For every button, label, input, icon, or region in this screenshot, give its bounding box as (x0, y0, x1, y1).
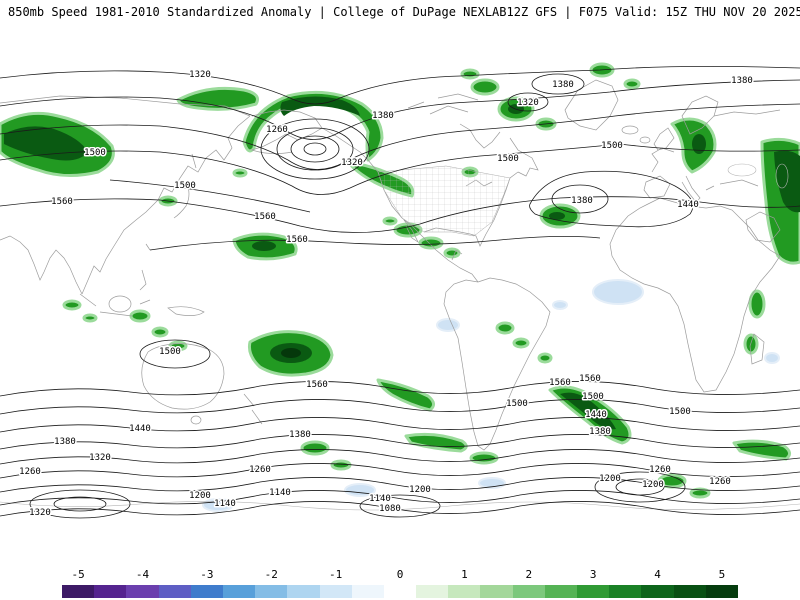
colorbar-segment (544, 585, 577, 598)
colorbar-segment (222, 585, 256, 598)
colorbar-segment (705, 585, 738, 598)
svg-text:1380: 1380 (731, 76, 753, 86)
model-run-info: 12Z GFS | F075 Valid: 15Z THU NOV 20 202… (506, 5, 800, 19)
svg-text:1140: 1140 (369, 494, 391, 504)
anomaly-shading (0, 62, 800, 512)
svg-text:1320: 1320 (517, 98, 539, 108)
colorbar-tick: 4 (654, 568, 661, 581)
contour-lines (0, 66, 800, 519)
colorbar-segment (609, 585, 642, 598)
svg-text:1560: 1560 (549, 378, 571, 388)
colorbar-segment (351, 585, 384, 598)
svg-text:1560: 1560 (306, 380, 328, 390)
svg-text:1440: 1440 (677, 200, 699, 210)
svg-text:1380: 1380 (571, 196, 593, 206)
svg-text:1320: 1320 (189, 70, 211, 80)
colorbar-segment (577, 585, 610, 598)
colorbar-segment (416, 585, 449, 598)
svg-text:1320: 1320 (341, 158, 363, 168)
svg-text:1560: 1560 (579, 374, 601, 384)
colorbar-tick: -2 (264, 568, 278, 581)
svg-text:1260: 1260 (249, 465, 271, 475)
colorbar-tick: -1 (328, 568, 343, 581)
colorbar-segment (190, 585, 223, 598)
svg-text:1260: 1260 (19, 467, 41, 477)
colorbar-segment (673, 585, 706, 598)
colorbar-bar (62, 585, 738, 598)
svg-text:1080: 1080 (379, 504, 401, 514)
svg-text:1260: 1260 (649, 465, 671, 475)
svg-text:1260: 1260 (266, 125, 288, 135)
svg-text:1500: 1500 (84, 148, 106, 158)
svg-text:1500: 1500 (497, 154, 519, 164)
svg-text:1200: 1200 (409, 485, 431, 495)
svg-text:1380: 1380 (552, 80, 574, 90)
svg-text:1560: 1560 (51, 197, 73, 207)
colorbar-tick: -4 (135, 568, 150, 581)
svg-text:1320: 1320 (29, 508, 51, 518)
colorbar-tick: 0 (396, 568, 404, 581)
colorbar-tick: 1 (461, 568, 468, 581)
svg-text:1500: 1500 (582, 392, 604, 402)
colorbar-tick: 5 (718, 568, 726, 581)
colorbar-segment (383, 585, 417, 598)
svg-text:1260: 1260 (709, 477, 731, 487)
map-title: 850mb Speed 1981-2010 Standardized Anoma… (8, 5, 507, 19)
map-canvas: 1320 1380 1380 1320 1380 1260 1320 1500 1500 1500… (0, 62, 800, 520)
colorbar-segment (448, 585, 481, 598)
colorbar-segment (319, 585, 352, 598)
colorbar-tick: -5 (71, 568, 85, 581)
colorbar-ticks: -5 -4 -3 -2 -1 0 1 2 3 4 5 (0, 568, 800, 582)
colorbar: -5 -4 -3 -2 -1 0 1 2 3 4 5 (0, 568, 800, 600)
svg-text:1440: 1440 (585, 410, 607, 420)
map-area: 1320 1380 1380 1320 1380 1260 1320 1500 1500 1500… (0, 54, 800, 546)
svg-text:1500: 1500 (506, 399, 528, 409)
colorbar-segment (94, 585, 127, 598)
coastlines (0, 79, 800, 511)
colorbar-segment (641, 585, 674, 598)
svg-text:1560: 1560 (254, 212, 276, 222)
svg-text:1560: 1560 (286, 235, 308, 245)
svg-text:1380: 1380 (54, 437, 76, 447)
colorbar-segment (62, 585, 95, 598)
svg-text:1380: 1380 (589, 427, 611, 437)
svg-text:1200: 1200 (642, 480, 664, 490)
svg-text:1380: 1380 (289, 430, 311, 440)
colorbar-segment (255, 585, 288, 598)
svg-text:1200: 1200 (189, 491, 211, 501)
colorbar-segment (512, 585, 545, 598)
svg-text:1140: 1140 (214, 499, 236, 509)
svg-text:1440: 1440 (129, 424, 151, 434)
svg-text:1140: 1140 (269, 488, 291, 498)
colorbar-tick: -3 (200, 568, 214, 581)
svg-text:1320: 1320 (89, 453, 111, 463)
svg-text:1500: 1500 (159, 347, 181, 357)
colorbar-segment (287, 585, 320, 598)
contour-labels: 1320 1380 1380 1320 1380 1260 1320 1500 1500 1500… (18, 69, 755, 520)
header-bar: 850mb Speed 1981-2010 Standardized Anoma… (8, 5, 800, 19)
svg-text:1500: 1500 (601, 141, 623, 151)
colorbar-segment (126, 585, 159, 598)
colorbar-tick: 2 (525, 568, 533, 581)
colorbar-tick: 3 (589, 568, 597, 581)
svg-text:1500: 1500 (174, 181, 196, 191)
svg-text:1380: 1380 (372, 111, 394, 121)
colorbar-segment (158, 585, 191, 598)
svg-text:1500: 1500 (669, 407, 691, 417)
svg-text:1200: 1200 (599, 474, 621, 484)
colorbar-segment (480, 585, 513, 598)
